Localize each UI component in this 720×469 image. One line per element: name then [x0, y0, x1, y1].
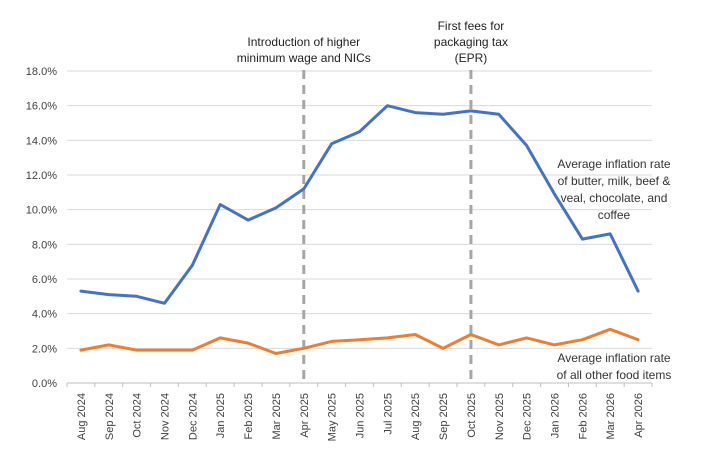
x-tick-label: Jun 2025 — [355, 393, 367, 438]
x-axis-tick-labels: Aug 2024 Sep 2024 Oct 2024 Nov 2024 Dec 2024… — [76, 393, 645, 441]
data-point — [497, 343, 500, 347]
data-series — [79, 104, 640, 355]
data-point — [497, 113, 500, 116]
event-annotation-line: Introduction of higher — [247, 35, 360, 49]
data-point — [441, 113, 445, 116]
x-tick-label: Dec 2025 — [522, 393, 534, 440]
data-point — [636, 338, 640, 341]
series-line — [79, 104, 640, 305]
series-label-line: of all other food items — [557, 368, 672, 382]
data-point — [191, 348, 194, 352]
data-point — [107, 343, 110, 347]
x-tick-label: Oct 2024 — [132, 393, 144, 438]
data-point — [219, 203, 222, 206]
x-tick-label: Nov 2025 — [494, 393, 506, 440]
data-point — [274, 206, 278, 210]
event-annotation-line: (EPR) — [455, 51, 488, 65]
gridlines — [66, 70, 653, 387]
y-tick-label: 12.0% — [26, 170, 57, 182]
series-label-line: Average inflation rate — [557, 351, 671, 365]
event-annotations: Introduction of higher minimum wage and N… — [237, 19, 508, 65]
data-point — [135, 348, 138, 352]
y-tick-label: 10.0% — [26, 205, 57, 217]
data-point — [525, 144, 528, 147]
x-tick-label: Sep 2025 — [438, 393, 450, 440]
data-point — [414, 111, 417, 114]
x-tick-label: Feb 2025 — [243, 393, 255, 439]
data-point — [525, 336, 528, 340]
data-point — [609, 328, 612, 331]
data-point — [163, 302, 166, 305]
x-tick-label: Apr 2025 — [299, 393, 311, 438]
data-point — [609, 232, 612, 236]
data-point — [246, 341, 250, 345]
x-tick-label: Aug 2025 — [410, 393, 422, 440]
data-point — [163, 348, 166, 352]
event-annotation-line: minimum wage and NICs — [237, 51, 371, 65]
y-tick-label: 2.0% — [32, 343, 57, 355]
event-annotation-line: First fees for — [438, 19, 505, 33]
x-tick-label: Feb 2026 — [577, 393, 589, 439]
data-point — [358, 338, 361, 341]
x-tick-label: Mar 2025 — [271, 393, 283, 439]
data-point — [469, 109, 473, 113]
x-tick-label: Jan 2026 — [550, 393, 562, 438]
x-tick-label: Sep 2024 — [104, 393, 116, 440]
data-point — [79, 289, 83, 293]
event-annotation-line: packaging tax — [434, 35, 508, 49]
y-tick-label: 0.0% — [32, 378, 57, 390]
data-point — [191, 263, 194, 267]
data-point — [79, 348, 83, 352]
data-point — [414, 333, 417, 336]
x-tick-label: Nov 2024 — [160, 393, 172, 440]
x-tick-label: Aug 2024 — [76, 393, 88, 440]
data-point — [636, 289, 640, 293]
y-tick-label: 16.0% — [26, 101, 57, 113]
data-point — [581, 237, 584, 241]
series-label-line: veal, chocolate, and — [561, 191, 668, 205]
data-point — [330, 142, 333, 145]
data-point — [386, 336, 389, 340]
y-tick-label: 4.0% — [32, 309, 57, 321]
y-tick-label: 18.0% — [26, 66, 57, 78]
series-label-line: of butter, milk, beef & — [558, 174, 671, 188]
y-tick-label: 8.0% — [32, 239, 57, 251]
x-tick-label: Jul 2025 — [382, 393, 394, 435]
x-tick-label: Apr 2026 — [633, 393, 645, 438]
data-point — [330, 340, 333, 343]
data-point — [553, 343, 556, 347]
event-marker-lines — [302, 70, 473, 383]
data-point — [441, 347, 445, 350]
y-axis-tick-labels: 0.0% 2.0% 4.0% 6.0% 8.0% 10.0% 12.0% 14.0% 16.0%… — [26, 66, 57, 390]
x-tick-label: Mar 2026 — [605, 393, 617, 439]
data-point — [302, 347, 305, 350]
data-point — [135, 295, 138, 298]
series-label-line: coffee — [598, 208, 631, 222]
data-point — [274, 352, 278, 355]
data-point — [358, 130, 361, 133]
x-tick-label: Dec 2024 — [187, 393, 199, 440]
data-point — [246, 218, 250, 222]
x-tick-label: May 2025 — [327, 393, 339, 441]
data-point — [581, 338, 584, 341]
data-point — [386, 104, 389, 107]
x-tick-label: Jan 2025 — [215, 393, 227, 438]
x-tick-label: Oct 2025 — [466, 393, 478, 438]
data-point — [469, 333, 473, 336]
series-label-line: Average inflation rate — [557, 157, 671, 171]
series-labels: Average inflation rate of butter, milk, b… — [557, 157, 672, 382]
y-tick-label: 6.0% — [32, 274, 57, 286]
data-point — [107, 293, 110, 296]
data-point — [553, 192, 556, 196]
data-point — [219, 336, 222, 340]
data-point — [302, 187, 305, 191]
y-tick-label: 14.0% — [26, 135, 57, 147]
